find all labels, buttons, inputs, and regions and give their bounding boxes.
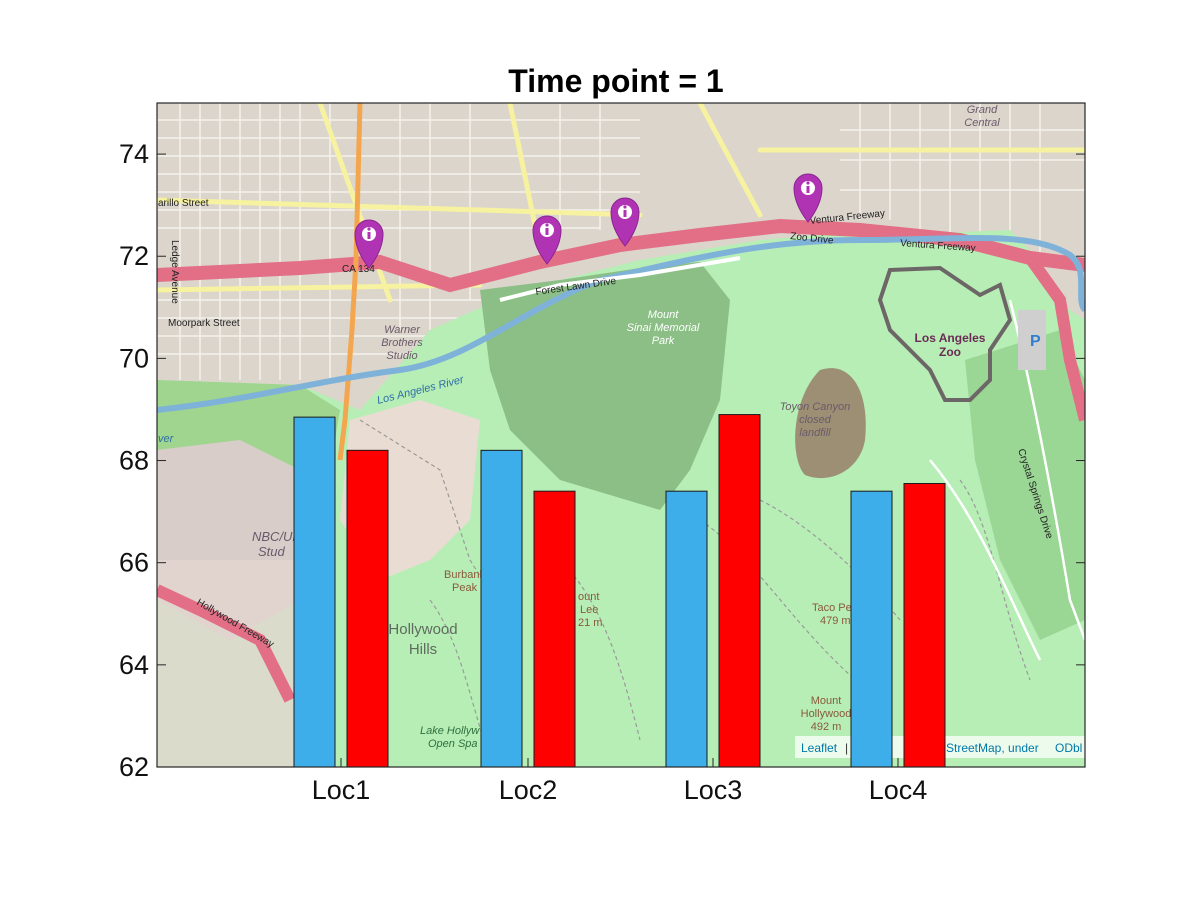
svg-text:Taco Pea: Taco Pea xyxy=(812,602,859,614)
svg-text:Mount: Mount xyxy=(648,309,680,321)
bar-loc2-series-1 xyxy=(480,449,523,768)
map-label-hollywood-hills: Hollywood Hills xyxy=(388,621,457,658)
svg-text:Hills: Hills xyxy=(409,641,437,658)
axes-frame xyxy=(156,102,1086,768)
bar-loc1-series-2 xyxy=(346,449,389,768)
map-label-riverside: arillo Street xyxy=(158,198,209,209)
svg-text:landfill: landfill xyxy=(799,427,831,439)
bar-loc4-series-1 xyxy=(850,490,893,768)
map-label-warner: Warner Brothers Studio xyxy=(381,324,423,362)
map-label-lake: Lake Hollyw Open Spa xyxy=(420,725,480,750)
map-label-burbank-peak: Burbank Peak xyxy=(444,569,485,594)
svg-text:closed: closed xyxy=(799,414,832,426)
chart-title: Time point = 1 xyxy=(508,63,723,99)
svg-text:Mount: Mount xyxy=(811,695,842,707)
leaflet-link[interactable]: Leaflet xyxy=(801,741,838,755)
svg-text:Lake Hollyw: Lake Hollyw xyxy=(420,725,480,737)
svg-text:Park: Park xyxy=(652,335,675,347)
map-label-la-zoo: Los Angeles Zoo xyxy=(915,331,986,359)
x-tick-label-loc3: Loc3 xyxy=(684,775,743,805)
info-map-pin-icon[interactable] xyxy=(532,215,562,265)
bar-loc2-series-2 xyxy=(533,490,576,768)
svg-text:Peak: Peak xyxy=(452,582,478,594)
info-map-pin-icon[interactable] xyxy=(610,197,640,247)
map-label-moorpark: Moorpark Street xyxy=(168,318,240,329)
svg-text:Studio: Studio xyxy=(386,350,417,362)
svg-text:Zoo: Zoo xyxy=(939,345,961,359)
map-label-taco-peak: Taco Pea 479 m xyxy=(812,602,859,627)
svg-text:Sinai Memorial: Sinai Memorial xyxy=(627,322,700,334)
map-label-nbc: NBC/Uni Stud xyxy=(252,529,304,559)
x-tick-label-loc1: Loc1 xyxy=(312,775,371,805)
svg-text:21 m: 21 m xyxy=(578,617,602,629)
svg-text:Lee: Lee xyxy=(580,604,598,616)
y-tick-label: 68 xyxy=(119,446,149,476)
map-markers xyxy=(354,173,823,269)
map-label-ledge: Ledge Avenue xyxy=(169,240,180,304)
y-tick-label: 70 xyxy=(119,343,149,373)
svg-text:Open Spa: Open Spa xyxy=(428,738,478,750)
y-tick-label: 72 xyxy=(119,241,149,271)
svg-text:Los Angeles: Los Angeles xyxy=(915,331,986,345)
map-label-grand-central: Grand Central xyxy=(964,104,1000,129)
svg-text:479 m: 479 m xyxy=(820,615,851,627)
attribution-separator: | xyxy=(845,741,848,755)
svg-text:Grand: Grand xyxy=(967,104,998,116)
info-map-pin-icon[interactable] xyxy=(354,219,384,269)
svg-text:Stud: Stud xyxy=(258,544,286,559)
map-label-zoo-drive: Zoo Drive xyxy=(790,231,835,247)
y-axis: 62 64 66 68 70 72 74 xyxy=(119,139,1085,782)
svg-text:Hollywood: Hollywood xyxy=(388,621,457,638)
map-label-river: ver xyxy=(158,433,175,445)
map-label-mount-hollywood: Mount Hollywood 492 m xyxy=(801,695,852,733)
bar-loc3-series-1 xyxy=(665,490,708,768)
map-label-parking: P xyxy=(1030,333,1041,350)
bar-loc1-series-1 xyxy=(293,416,336,768)
y-tick-label: 74 xyxy=(119,139,149,169)
bar-loc3-series-2 xyxy=(718,414,761,768)
svg-text:ount: ount xyxy=(578,591,599,603)
odbl-link[interactable]: ODbl xyxy=(1055,741,1082,755)
y-tick-label: 62 xyxy=(119,752,149,782)
svg-text:Hollywood: Hollywood xyxy=(801,708,852,720)
bar-loc4-series-2 xyxy=(903,483,946,768)
map-label-ventura-freeway-east: Ventura Freeway xyxy=(900,238,976,254)
y-tick-label: 64 xyxy=(119,650,149,680)
svg-text:Burbank: Burbank xyxy=(444,569,485,581)
svg-text:Warner: Warner xyxy=(384,324,421,336)
y-tick-label: 66 xyxy=(119,548,149,578)
svg-text:NBC/Uni: NBC/Uni xyxy=(252,529,304,544)
svg-text:Central: Central xyxy=(964,117,1000,129)
x-tick-label-loc2: Loc2 xyxy=(499,775,558,805)
map-label-mount-sinai: Mount Sinai Memorial Park xyxy=(627,309,700,347)
attribution-streetmap[interactable]: StreetMap, under xyxy=(946,741,1039,755)
x-tick-label-loc4: Loc4 xyxy=(869,775,928,805)
map-label-toyon: Toyon Canyon closed landfill xyxy=(780,401,851,439)
map-label-ca134: CA 134 xyxy=(342,264,375,275)
info-map-pin-icon[interactable] xyxy=(793,173,823,223)
bars-layer xyxy=(293,414,946,768)
svg-text:Toyon Canyon: Toyon Canyon xyxy=(780,401,851,413)
map-label-mount-lee: ount Lee 21 m xyxy=(578,591,602,629)
svg-text:492 m: 492 m xyxy=(811,721,842,733)
x-axis: Loc1 Loc2 Loc3 Loc4 xyxy=(312,758,928,805)
street-map-background: P Warner Brothers Studio Mount Sinai Mem… xyxy=(157,103,1085,767)
svg-text:Brothers: Brothers xyxy=(381,337,423,349)
